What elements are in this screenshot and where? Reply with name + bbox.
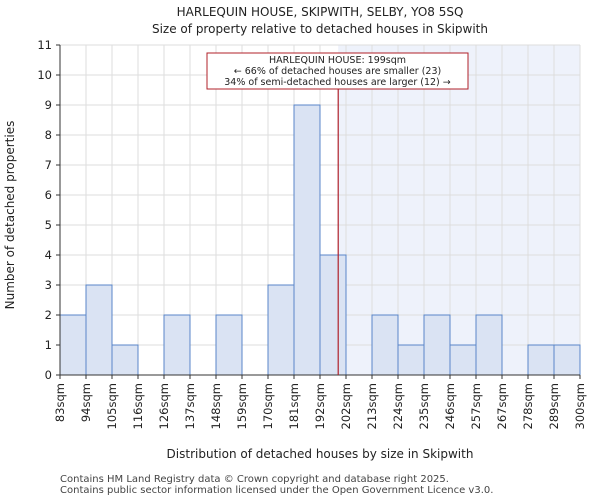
x-tick-label: 246sqm bbox=[443, 383, 457, 429]
x-tick-label: 170sqm bbox=[261, 383, 275, 429]
y-tick-label: 11 bbox=[37, 38, 52, 52]
annotation-larger: 34% of semi-detached houses are larger (… bbox=[224, 77, 451, 88]
histogram-chart: HARLEQUIN HOUSE, SKIPWITH, SELBY, YO8 5S… bbox=[3, 5, 587, 461]
x-tick-label: 94sqm bbox=[79, 383, 93, 422]
x-tick-label: 202sqm bbox=[339, 383, 353, 429]
y-tick-label: 0 bbox=[45, 368, 52, 382]
y-tick-label: 1 bbox=[45, 338, 52, 352]
bar bbox=[371, 314, 399, 376]
y-tick-label: 9 bbox=[45, 98, 52, 112]
footer-line-2: Contains public sector information licen… bbox=[60, 485, 494, 496]
y-tick-label: 3 bbox=[45, 278, 52, 292]
chart-title: HARLEQUIN HOUSE, SKIPWITH, SELBY, YO8 5S… bbox=[177, 5, 464, 19]
x-tick-label: 278sqm bbox=[521, 383, 535, 429]
x-tick-label: 300sqm bbox=[573, 383, 587, 429]
bar bbox=[111, 344, 139, 376]
plot-area: 0 1 2 3 4 5 6 7 8 9 10 11 83sqm 94sqm 105sqm 116sqm 126s… bbox=[37, 38, 587, 429]
bar bbox=[293, 104, 321, 376]
x-tick-label: 159sqm bbox=[235, 383, 249, 429]
footer-attribution: Contains HM Land Registry data © Crown c… bbox=[60, 474, 493, 496]
bar bbox=[267, 284, 295, 376]
y-tick-label: 5 bbox=[45, 218, 52, 232]
y-tick-label: 10 bbox=[37, 68, 52, 82]
x-tick-label: 192sqm bbox=[313, 383, 327, 429]
x-tick-label: 181sqm bbox=[287, 383, 301, 429]
x-tick-label: 148sqm bbox=[209, 383, 223, 429]
bar bbox=[319, 254, 347, 376]
chart-subtitle: Size of property relative to detached ho… bbox=[152, 22, 488, 36]
y-tick-label: 8 bbox=[45, 128, 52, 142]
x-tick-label: 213sqm bbox=[365, 383, 379, 429]
bar bbox=[59, 314, 87, 376]
y-tick-label: 2 bbox=[45, 308, 52, 322]
bar bbox=[449, 344, 477, 376]
x-tick-label: 137sqm bbox=[183, 383, 197, 429]
x-tick-label: 126sqm bbox=[157, 383, 171, 429]
x-tick-label: 105sqm bbox=[105, 383, 119, 429]
bar bbox=[475, 314, 503, 376]
footer-line-1: Contains HM Land Registry data © Crown c… bbox=[60, 474, 449, 485]
bar bbox=[527, 344, 555, 376]
bar bbox=[397, 344, 425, 376]
bar bbox=[553, 344, 581, 376]
annotation-smaller: ← 66% of detached houses are smaller (23… bbox=[234, 66, 441, 77]
annotation-title: HARLEQUIN HOUSE: 199sqm bbox=[269, 55, 406, 66]
x-tick-label: 83sqm bbox=[53, 383, 67, 422]
x-tick-label: 289sqm bbox=[547, 383, 561, 429]
x-tick-label: 267sqm bbox=[495, 383, 509, 429]
y-tick-label: 6 bbox=[45, 188, 52, 202]
x-axis-label: Distribution of detached houses by size … bbox=[167, 447, 474, 461]
annotation-box bbox=[206, 52, 469, 90]
y-axis-label: Number of detached properties bbox=[3, 121, 17, 310]
x-tick-label: 257sqm bbox=[469, 383, 483, 429]
bar bbox=[215, 314, 243, 376]
y-tick-label: 7 bbox=[45, 158, 52, 172]
bar bbox=[85, 284, 113, 376]
x-tick-label: 116sqm bbox=[131, 383, 145, 429]
y-tick-label: 4 bbox=[45, 248, 52, 262]
bar bbox=[423, 314, 451, 376]
x-tick-label: 224sqm bbox=[391, 383, 405, 429]
bar bbox=[163, 314, 191, 376]
x-tick-label: 235sqm bbox=[417, 383, 431, 429]
